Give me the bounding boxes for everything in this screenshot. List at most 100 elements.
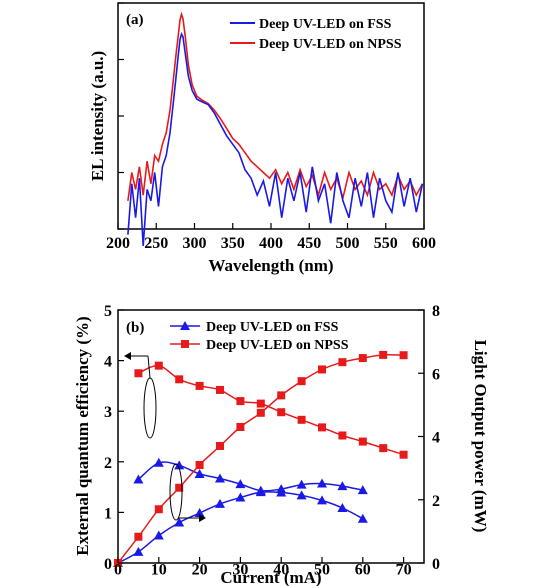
left-y-tick-label: 1: [104, 505, 112, 522]
right-y-tick-label: 6: [432, 366, 440, 383]
series-line-npss: [127, 11, 424, 201]
point-marker-npss-eqe: [175, 375, 184, 384]
right-y-tick-label: 8: [432, 303, 440, 320]
point-marker-npss-eqe: [154, 361, 163, 370]
x-tick-label: 0: [114, 561, 122, 578]
left-y-tick-label: 4: [104, 354, 112, 371]
right-y-tick-label: 4: [432, 430, 440, 447]
point-marker-fss-power: [235, 492, 246, 502]
point-marker-npss-eqe: [277, 408, 286, 417]
point-marker-fss-eqe: [337, 481, 348, 491]
point-marker-npss-power: [277, 391, 286, 400]
point-marker-npss-eqe: [297, 415, 306, 424]
x-tick-label: 200: [106, 235, 130, 252]
point-marker-npss-eqe: [195, 381, 204, 390]
panel-a-x-ticks: 200 250 300 350 400 450 500 550 600: [106, 223, 436, 252]
legend-label-npss: Deep UV-LED on NPSS: [259, 37, 402, 52]
series-line-fss-eqe: [137, 461, 363, 492]
series-line-fss: [127, 31, 424, 246]
x-tick-label: 400: [259, 235, 283, 252]
panel-b-right-y-ticks: 0 2 4 6 8: [418, 303, 440, 573]
npss-group-ellipse: [143, 377, 157, 439]
x-tick-label: 500: [336, 235, 360, 252]
x-tick-label: 70: [396, 561, 412, 578]
arrow-head-right: [199, 514, 206, 522]
x-tick-label: 50: [314, 561, 330, 578]
panel-a-y-axis-label: EL intensity (a.u.): [88, 51, 107, 181]
point-marker-npss-power: [379, 350, 388, 359]
point-marker-npss-power: [195, 460, 204, 469]
arrow-head-left: [124, 352, 131, 360]
point-marker-fss-power: [174, 517, 185, 527]
point-marker-npss-eqe: [236, 397, 245, 406]
point-marker-npss-power: [216, 441, 224, 450]
panel-b-left-y-axis-label: External quantum efficiency (%): [73, 316, 92, 555]
panel-b-series: [113, 350, 408, 567]
point-marker-npss-power: [154, 505, 163, 514]
x-tick-label: 20: [192, 561, 208, 578]
point-marker-npss-power: [358, 354, 367, 363]
point-marker-fss-power: [255, 487, 266, 497]
x-tick-label: 30: [232, 561, 248, 578]
legend-label-fss: Deep UV-LED on FSS: [206, 320, 339, 335]
point-marker-npss-power: [256, 408, 265, 417]
point-marker-fss-power: [215, 498, 225, 508]
panel-a-y-ticks: [118, 2, 124, 230]
panel-b-x-axis-label: Current (mA): [220, 568, 321, 586]
x-tick-label: 40: [273, 561, 289, 578]
x-tick-label: 60: [355, 561, 371, 578]
legend-marker-triangle: [180, 321, 190, 330]
point-marker-fss-eqe: [215, 473, 225, 483]
panel-a-series: [127, 11, 424, 246]
left-y-tick-label: 5: [104, 303, 112, 320]
x-tick-label: 300: [183, 235, 207, 252]
point-marker-npss-power: [318, 365, 326, 374]
x-tick-label: 250: [144, 235, 168, 252]
legend-label-fss: Deep UV-LED on FSS: [259, 17, 392, 32]
point-marker-fss-eqe: [133, 474, 144, 484]
point-marker-npss-power: [134, 532, 143, 541]
panel-a-legend: Deep UV-LED on FSS Deep UV-LED on NPSS: [230, 17, 402, 52]
left-y-tick-label: 2: [104, 455, 112, 472]
npss-ellipse-connector: [147, 355, 151, 379]
point-marker-npss-power: [175, 483, 184, 492]
legend-label-npss: Deep UV-LED on NPSS: [206, 338, 349, 353]
left-y-tick-label: 0: [104, 556, 112, 573]
point-marker-fss-eqe: [235, 479, 246, 489]
right-y-tick-label: 2: [432, 493, 440, 510]
right-y-tick-label: 0: [432, 556, 440, 573]
axis-indicator-annotations: [124, 352, 206, 522]
point-marker-fss-eqe: [174, 460, 185, 470]
point-marker-fss-power: [317, 495, 327, 505]
point-marker-fss-power: [337, 502, 348, 512]
panel-b-left-y-ticks: 0 1 2 3 4 5: [104, 303, 124, 573]
point-marker-npss-eqe: [358, 437, 367, 446]
point-marker-npss-eqe: [256, 399, 265, 408]
panel-a: 200 250 300 350 400 450 500 550 600 (a) Waveleng…: [88, 2, 436, 275]
x-tick-label: 550: [374, 235, 398, 252]
point-marker-fss-power: [194, 508, 205, 518]
panel-b: 0 10 20 30 40 50 60 70 0 1 2 3 4 5 0 2 4 6 8 (b) Current…: [73, 303, 490, 586]
panel-a-label: (a): [126, 12, 144, 28]
point-marker-fss-power: [357, 513, 368, 523]
point-marker-fss-eqe: [317, 478, 327, 488]
series-line-npss-power: [117, 353, 404, 564]
point-marker-npss-eqe: [318, 423, 326, 432]
point-marker-npss-power: [338, 358, 347, 367]
panel-b-legend: Deep UV-LED on FSS Deep UV-LED on NPSS: [170, 320, 349, 353]
x-tick-label: 10: [151, 561, 167, 578]
point-marker-fss-power: [133, 546, 144, 556]
point-marker-npss-eqe: [338, 431, 347, 440]
left-y-tick-label: 3: [104, 404, 112, 421]
point-marker-fss-power: [296, 490, 307, 500]
point-marker-npss-power: [297, 377, 306, 386]
x-tick-label: 350: [221, 235, 245, 252]
point-marker-npss-eqe: [379, 444, 388, 453]
point-marker-npss-eqe: [216, 385, 224, 394]
panel-a-x-axis-label: Wavelength (nm): [208, 256, 333, 275]
panel-b-label: (b): [126, 320, 144, 336]
fss-group-ellipse: [169, 463, 183, 521]
point-marker-fss-eqe: [194, 468, 205, 478]
point-marker-npss-power: [399, 351, 408, 360]
